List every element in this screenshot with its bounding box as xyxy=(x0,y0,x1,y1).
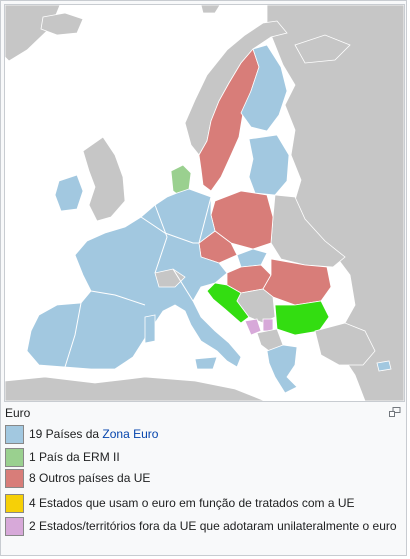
turkey xyxy=(314,322,376,366)
sardinia-corsica xyxy=(144,314,156,344)
ireland xyxy=(54,174,84,212)
legend-text: 1 País da ERM II xyxy=(5,447,405,468)
europe-euro-map[interactable] xyxy=(4,4,405,402)
finland xyxy=(240,44,288,132)
legend-item-erm2: 1 País da ERM II xyxy=(5,447,405,468)
legend-swatch xyxy=(5,494,24,513)
sicily xyxy=(194,356,218,370)
legend-text: 19 Países da Zona Euro xyxy=(5,424,405,445)
eurozone-west xyxy=(26,188,242,370)
bulgaria xyxy=(274,300,330,336)
croatia xyxy=(206,282,250,324)
legend-text: 4 Estados que usam o euro em função de t… xyxy=(5,493,405,514)
legend-label: 8 Outros países da UE xyxy=(29,471,151,485)
montenegro xyxy=(244,318,262,336)
legend-item-treaty-euro: 4 Estados que usam o euro em função de t… xyxy=(5,493,405,514)
enlarge-icon[interactable] xyxy=(389,407,401,417)
legend-link[interactable]: Zona Euro xyxy=(102,427,159,441)
greece xyxy=(266,344,298,394)
legend-label: 1 País da ERM II xyxy=(29,450,120,464)
kosovo xyxy=(262,318,274,332)
legend-item-unilateral-euro: 2 Estados/territórios fora da UE que ado… xyxy=(5,516,405,537)
map-svg xyxy=(5,5,404,401)
legend-label: 4 Estados que usam o euro em função de t… xyxy=(29,496,355,510)
slovakia xyxy=(236,248,268,268)
legend-swatch xyxy=(5,517,24,536)
legend: 19 Países da Zona Euro 1 País da ERM II 8 … xyxy=(5,424,405,537)
legend-label: 19 Países da xyxy=(29,427,103,441)
legend-text: 2 Estados/territórios fora da UE que ado… xyxy=(5,516,405,537)
caption-row: Euro xyxy=(5,405,403,421)
svalbard xyxy=(200,5,221,14)
legend-text: 8 Outros países da UE xyxy=(5,468,405,489)
caption-title: Euro xyxy=(5,406,31,420)
switzerland xyxy=(154,268,186,288)
borders xyxy=(64,196,212,368)
legend-item-other-eu: 8 Outros países da UE xyxy=(5,468,405,489)
legend-label: 2 Estados/territórios fora da UE que ado… xyxy=(29,519,397,533)
legend-item-euro-zone: 19 Países da Zona Euro xyxy=(5,424,405,445)
great-britain xyxy=(82,136,126,222)
white-sea xyxy=(294,34,351,64)
legend-swatch xyxy=(5,425,24,444)
iceland xyxy=(40,12,84,36)
cyprus xyxy=(376,360,392,372)
legend-swatch xyxy=(5,469,24,488)
legend-swatch xyxy=(5,448,24,467)
north-africa xyxy=(5,376,266,401)
